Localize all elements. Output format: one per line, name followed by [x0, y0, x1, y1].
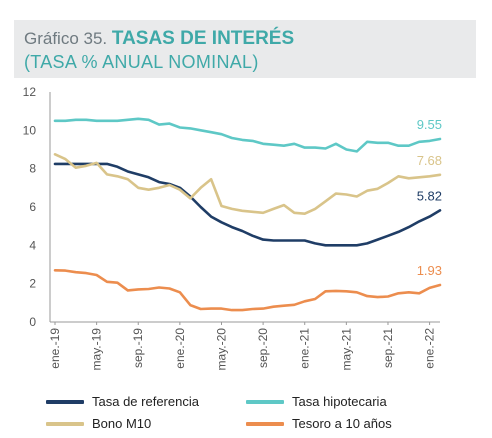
y-tick-label: 0	[29, 315, 36, 329]
chart-header: Gráfico 35. TASAS DE INTERÉS (TASA % ANU…	[14, 20, 476, 78]
y-tick-label: 4	[29, 238, 36, 252]
series-end-label: 5.82	[417, 188, 442, 203]
legend-label: Tesoro a 10 años	[292, 416, 392, 431]
legend-label: Tasa hipotecaria	[292, 394, 387, 409]
series-line	[53, 117, 442, 153]
x-tick-label: ene.-22	[423, 328, 437, 369]
legend-item: Bono M10	[46, 416, 151, 431]
chart-title-text: TASAS DE INTERÉS	[111, 28, 295, 49]
x-tick-label: ene.-19	[48, 328, 62, 369]
x-tick-label: sep.-21	[381, 328, 395, 368]
legend-item: Tasa hipotecaria	[246, 394, 387, 409]
y-tick-label: 6	[29, 200, 36, 214]
legend-label: Tasa de referencia	[92, 394, 199, 409]
legend-swatch	[246, 421, 284, 426]
x-tick-label: ene.-20	[173, 328, 187, 369]
series-line	[53, 162, 442, 247]
legend-item: Tesoro a 10 años	[246, 416, 392, 431]
y-tick-label: 12	[23, 85, 37, 99]
y-tick-label: 8	[29, 162, 36, 176]
chart-number: Gráfico 35.	[24, 29, 112, 48]
x-tick-label: ene.-21	[298, 328, 312, 369]
legend-swatch	[46, 399, 84, 404]
series-line	[53, 269, 442, 312]
chart-title: Gráfico 35. TASAS DE INTERÉS	[24, 28, 294, 50]
x-tick-label: sep.-19	[131, 328, 145, 368]
chart-subtitle: (TASA % ANUAL NOMINAL)	[24, 52, 259, 72]
series-end-label: 7.68	[417, 153, 442, 168]
line-chart: 0 2 4 6 8 10 12 ene.-19 may.-19 sep.-19 ene.-20 may…	[23, 85, 442, 371]
legend-item: Tasa de referencia	[46, 394, 199, 409]
legend-label: Bono M10	[92, 416, 152, 431]
x-tick-label: may.-19	[90, 328, 104, 371]
series-end-label: 1.93	[417, 263, 442, 278]
chart-legend: Tasa de referencia Tasa hipotecaria Bono M…	[46, 388, 466, 432]
series-line	[53, 153, 442, 215]
x-tick-label: may.-21	[339, 328, 353, 371]
legend-swatch	[246, 399, 284, 404]
y-tick-label: 2	[29, 277, 36, 291]
series-end-label: 9.55	[417, 117, 442, 132]
legend-swatch	[46, 421, 84, 426]
x-tick-label: sep.-20	[256, 328, 270, 368]
y-tick-label: 10	[23, 123, 37, 137]
x-tick-label: may.-20	[214, 328, 228, 371]
